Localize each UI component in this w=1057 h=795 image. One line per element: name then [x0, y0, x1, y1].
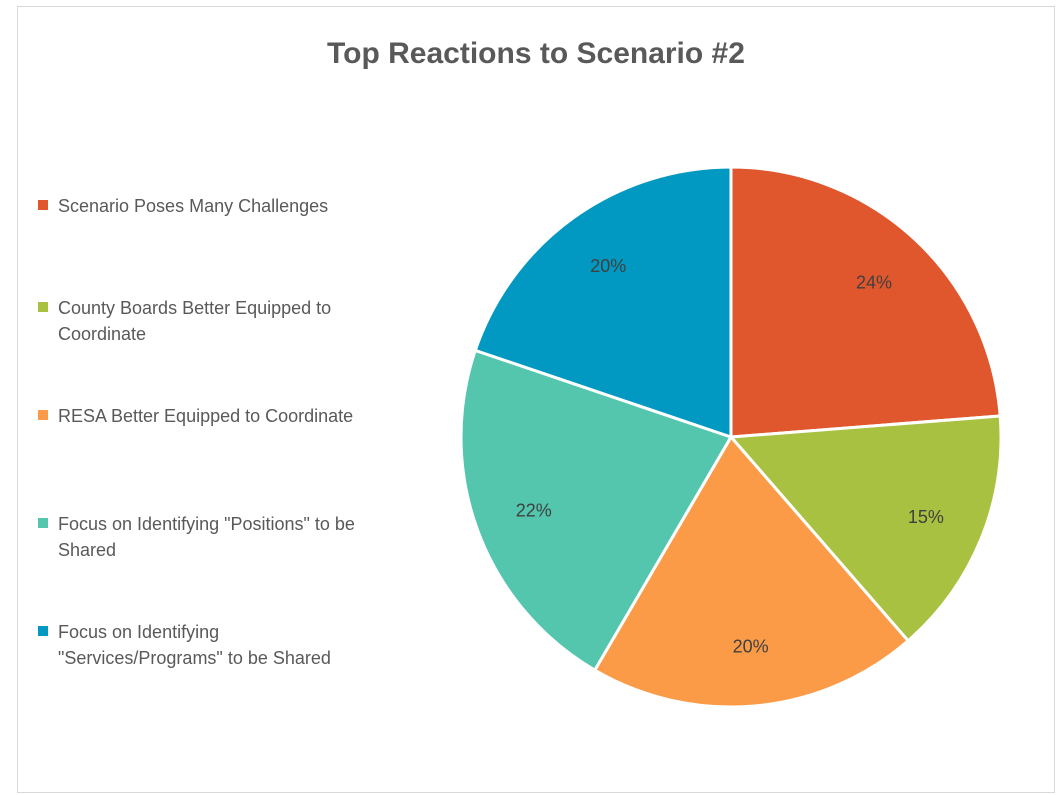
legend-label: RESA Better Equipped to Coordinate	[58, 406, 354, 426]
legend-label: Scenario Poses Many Challenges	[58, 196, 329, 216]
data-label: 24%	[856, 272, 892, 292]
legend-swatch	[38, 626, 48, 636]
pie-slice	[592, 434, 911, 709]
data-label: 15%	[908, 507, 944, 527]
legend-swatch	[38, 302, 48, 312]
chart-area: Top Reactions to Scenario #2 Scenario Po…	[17, 6, 1055, 793]
legend-label: County Boards Better Equipped to Coordin…	[58, 298, 332, 344]
legend-item: County Boards Better Equipped to Coordin…	[38, 295, 398, 347]
legend-item: Focus on Identifying "Services/Programs"…	[38, 619, 398, 671]
data-label: 22%	[516, 501, 552, 521]
pie-slice	[729, 165, 1002, 439]
legend-item: RESA Better Equipped to Coordinate	[38, 403, 398, 429]
legend-item: Focus on Identifying "Positions" to be S…	[38, 511, 398, 563]
pie-slice	[727, 414, 1003, 643]
pie-chart: 24% 15% 20% 22% 20%	[459, 165, 1003, 709]
legend-item: Scenario Poses Many Challenges	[38, 193, 398, 219]
legend-swatch	[38, 518, 48, 528]
legend-swatch	[38, 200, 48, 210]
legend-label: Focus on Identifying "Positions" to be S…	[58, 514, 355, 560]
data-label: 20%	[733, 637, 769, 657]
pie-slice	[459, 348, 734, 673]
legend-label: Focus on Identifying "Services/Programs"…	[58, 622, 331, 668]
pie-slice	[473, 165, 733, 440]
legend-swatch	[38, 410, 48, 420]
data-label: 20%	[590, 256, 626, 276]
chart-title: Top Reactions to Scenario #2	[327, 37, 745, 70]
